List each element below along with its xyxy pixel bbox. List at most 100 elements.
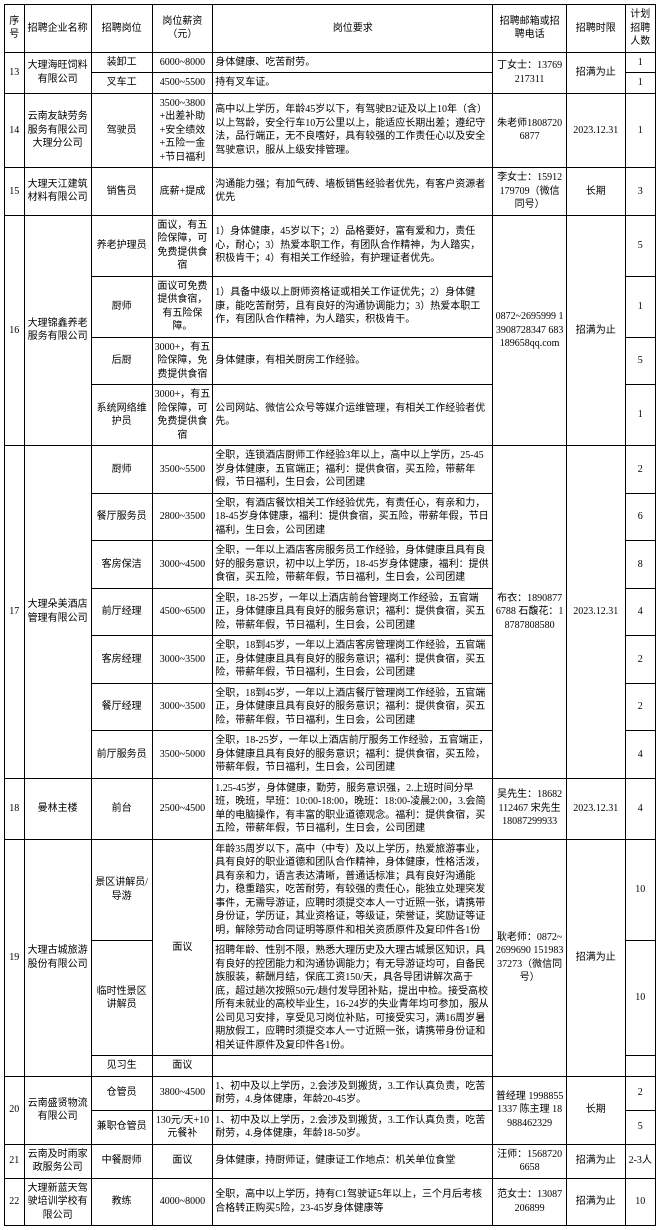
cell-position: 养老护理员	[91, 215, 152, 276]
cell-position: 销售员	[91, 168, 152, 216]
cell-time: 招满为止	[566, 215, 625, 446]
cell-salary: 130元/天+10元餐补	[152, 1110, 213, 1144]
table-row: 16大理锦鑫养老服务有限公司养老护理员面议，有五险保障，可免费提供食宿1）身体健…	[5, 215, 656, 276]
cell-contact: 布衣：18908776788 石馥花：18787808580	[493, 446, 567, 779]
cell-seq: 20	[5, 1076, 25, 1144]
cell-salary: 3500~5500	[152, 446, 213, 494]
cell-position: 临时性景区讲解员	[91, 941, 152, 1056]
cell-count: 1	[625, 73, 655, 94]
header-company: 招聘企业名称	[24, 5, 91, 53]
cell-contact: 0872~2695999 13908728347 683189658qq.com	[493, 215, 567, 446]
cell-seq: 21	[5, 1144, 25, 1178]
cell-position: 仓管员	[91, 1076, 152, 1110]
cell-salary: 2500~4500	[152, 778, 213, 839]
cell-position: 见习生	[91, 1056, 152, 1077]
cell-requirement: 身体健康、吃苦耐劳。	[213, 52, 493, 73]
table-row: 17大理朵美酒店管理有限公司厨师3500~5500全职，连锁酒店厨师工作经验3年…	[5, 446, 656, 494]
cell-company: 大理新蓝天驾驶培训学校有限公司	[24, 1178, 91, 1226]
table-row: 19大理古城旅游股份有限公司景区讲解员/导游面议年龄35周岁以下，高中（中专）及…	[5, 839, 656, 941]
cell-time: 招满为止	[566, 52, 625, 93]
cell-contact: 吴先生：18682112467 宋先生 18087299933	[493, 778, 567, 839]
cell-requirement: 公司网站、微信公众号等媒介运维管理，有相关工作经验者优先。	[213, 385, 493, 446]
cell-count: 2-3人	[625, 1144, 655, 1178]
cell-count: 10	[625, 941, 655, 1056]
table-row: 14云南友缺劳务服务有限公司大理分公司驾驶员3500~3800+出差补助+安全绩…	[5, 93, 656, 168]
cell-count: 5	[625, 215, 655, 276]
cell-requirement: 全职，有酒店餐饮相关工作经验优先，有责任心，有亲和力，18-45岁身体健康，福利…	[213, 493, 493, 541]
table-row: 22大理新蓝天驾驶培训学校有限公司教练4000~8000全职，高中以上学历，持有…	[5, 1178, 656, 1226]
cell-seq: 13	[5, 52, 25, 93]
cell-position: 兼职仓管员	[91, 1110, 152, 1144]
cell-position: 前台	[91, 778, 152, 839]
cell-requirement	[213, 1056, 493, 1077]
cell-count: 1	[625, 385, 655, 446]
cell-count: 3	[625, 168, 655, 216]
cell-requirement: 持有叉车证。	[213, 73, 493, 94]
cell-salary: 3500~5000	[152, 731, 213, 779]
cell-salary: 面议	[152, 1056, 213, 1077]
cell-position: 客房保洁	[91, 541, 152, 589]
cell-time: 2023.12.31	[566, 446, 625, 779]
cell-count: 1	[625, 52, 655, 73]
table-row: 13大理海旺饲料有限公司装卸工6000~8000身体健康、吃苦耐劳。丁女士：13…	[5, 52, 656, 73]
cell-company: 大理朵美酒店管理有限公司	[24, 446, 91, 779]
cell-requirement: 1）身体健康，45岁以下；2）品格要好，富有爱和力，责任心，耐心；3）热爱本职工…	[213, 215, 493, 276]
cell-seq: 16	[5, 215, 25, 446]
cell-salary: 3000~4500	[152, 541, 213, 589]
cell-count: 2	[625, 1076, 655, 1110]
cell-position: 景区讲解员/导游	[91, 839, 152, 941]
cell-salary: 底薪+提成	[152, 168, 213, 216]
cell-company: 大理天江建筑材料有限公司	[24, 168, 91, 216]
cell-company: 云南友缺劳务服务有限公司大理分公司	[24, 93, 91, 168]
cell-requirement: 1、初中及以上学历，2.会涉及到搬货，3.工作认真负责，吃苦耐劳，4.身体健康，…	[213, 1110, 493, 1144]
cell-count: 4	[625, 731, 655, 779]
cell-count: 1	[625, 276, 655, 337]
cell-time: 2023.12.31	[566, 778, 625, 839]
header-count: 计划招聘人数	[625, 5, 655, 53]
cell-requirement: 1.25-45岁，身体健康，勤劳，服务意识强，2.上班时间分早班，晚班，早班：1…	[213, 778, 493, 839]
cell-count: 1	[625, 93, 655, 168]
cell-company: 云南盛贤物流有限公司	[24, 1076, 91, 1144]
cell-contact: 丁女士：13769217311	[493, 52, 567, 93]
cell-salary: 面议，有五险保障，可免费提供食宿	[152, 215, 213, 276]
header-position: 招聘岗位	[91, 5, 152, 53]
cell-seq: 18	[5, 778, 25, 839]
cell-contact: 耿老师：0872~2699690 15198337273（微信同号）	[493, 839, 567, 1076]
cell-company: 大理海旺饲料有限公司	[24, 52, 91, 93]
header-time: 招聘时限	[566, 5, 625, 53]
cell-salary: 3000+，有五险保障，免费提供食宿	[152, 337, 213, 385]
cell-time: 长期	[566, 1076, 625, 1144]
cell-contact: 普经理 19988551337 陈主理 18988462329	[493, 1076, 567, 1144]
cell-position: 前厅经理	[91, 588, 152, 636]
cell-salary: 面议	[152, 1144, 213, 1178]
table-row: 15大理天江建筑材料有限公司销售员底薪+提成沟通能力强；有加气砖、墙板销售经验者…	[5, 168, 656, 216]
cell-count: 5	[625, 1110, 655, 1144]
table-row: 18曼林主楼前台2500~45001.25-45岁，身体健康，勤劳，服务意识强，…	[5, 778, 656, 839]
recruitment-table: 序号 招聘企业名称 招聘岗位 岗位薪资（元） 岗位要求 招聘邮箱或招聘电话 招聘…	[4, 4, 656, 1226]
cell-company: 大理古城旅游股份有限公司	[24, 839, 91, 1076]
cell-requirement: 身体健康，有相关厨房工作经验。	[213, 337, 493, 385]
cell-salary: 3500~3800+出差补助+安全绩效+五险一金+节日福利	[152, 93, 213, 168]
cell-position: 客房经理	[91, 636, 152, 684]
cell-requirement: 招聘年龄、性别不限，熟悉大理历史及大理古城景区知识，具有良好的控团能力和沟通协调…	[213, 941, 493, 1056]
cell-requirement: 高中以上学历，年龄45岁以下，有驾驶B2证及以上10年（含）以上驾龄，安全行车1…	[213, 93, 493, 168]
cell-count: 6	[625, 493, 655, 541]
cell-seq: 17	[5, 446, 25, 779]
cell-position: 叉车工	[91, 73, 152, 94]
cell-time: 招满为止	[566, 1144, 625, 1178]
header-salary: 岗位薪资（元）	[152, 5, 213, 53]
header-seq: 序号	[5, 5, 25, 53]
header-contact: 招聘邮箱或招聘电话	[493, 5, 567, 53]
cell-salary: 3000+，有五险保障，可免费提供食宿	[152, 385, 213, 446]
cell-requirement: 全职，高中以上学历，持有C1驾驶证5年以上，三个月后考核合格转正购买5险，23-…	[213, 1178, 493, 1226]
cell-salary: 4500~5500	[152, 73, 213, 94]
cell-requirement: 全职，18-25岁，一年以上酒店前台管理岗工作经验，五官端正，身体健康且具有良好…	[213, 588, 493, 636]
cell-requirement: 1）具备中级以上厨师资格证或相关工作证优先；2）身体健康，能吃苦耐劳，且有良好的…	[213, 276, 493, 337]
cell-requirement: 全职，18到45岁，一年以上酒店客房管理岗工作经验，五官端正，身体健康且具有良好…	[213, 636, 493, 684]
cell-requirement: 身体健康，持厨师证，健康证工作地点：机关单位食堂	[213, 1144, 493, 1178]
cell-position: 中餐厨师	[91, 1144, 152, 1178]
cell-salary: 3800~4500	[152, 1076, 213, 1110]
cell-position: 系统网络维护员	[91, 385, 152, 446]
cell-count: 8	[625, 541, 655, 589]
cell-count: 2	[625, 446, 655, 494]
